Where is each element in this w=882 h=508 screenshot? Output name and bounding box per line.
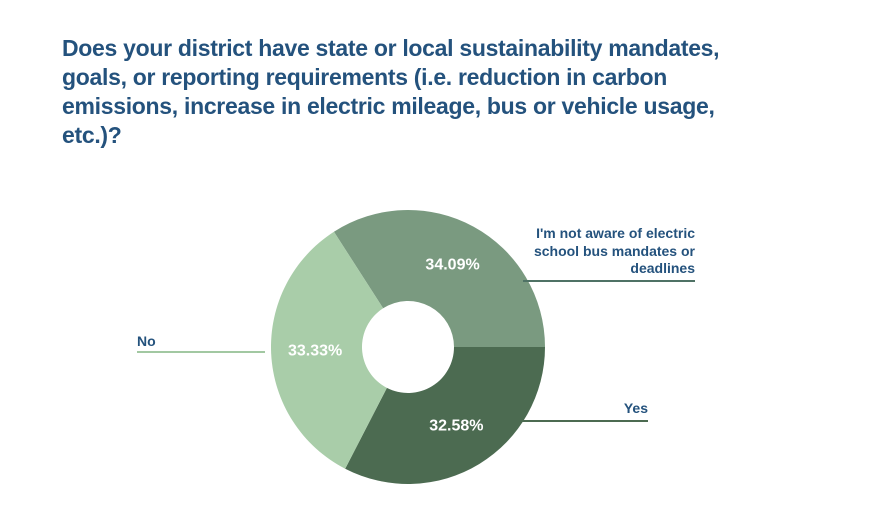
callout-leader-line-yes (517, 420, 648, 422)
callout-leader-line-not-aware (523, 280, 695, 282)
pie-slice-yes (345, 347, 545, 484)
callout-leader-line-no (137, 351, 265, 353)
slice-value-label-yes: 32.58% (429, 418, 483, 435)
slice-value-label-not-aware: 34.09% (425, 257, 479, 274)
callout-label-yes: Yes (623, 400, 648, 416)
callout-label-not-aware: I'm not aware of electric school bus man… (533, 225, 695, 276)
chart-question-title: Does your district have state or local s… (62, 35, 720, 148)
pie-slice-no (271, 231, 387, 469)
callout-label-no: No (137, 333, 156, 349)
pie-slice-not-aware (333, 209, 545, 347)
slice-value-label-no: 33.33% (288, 343, 342, 360)
